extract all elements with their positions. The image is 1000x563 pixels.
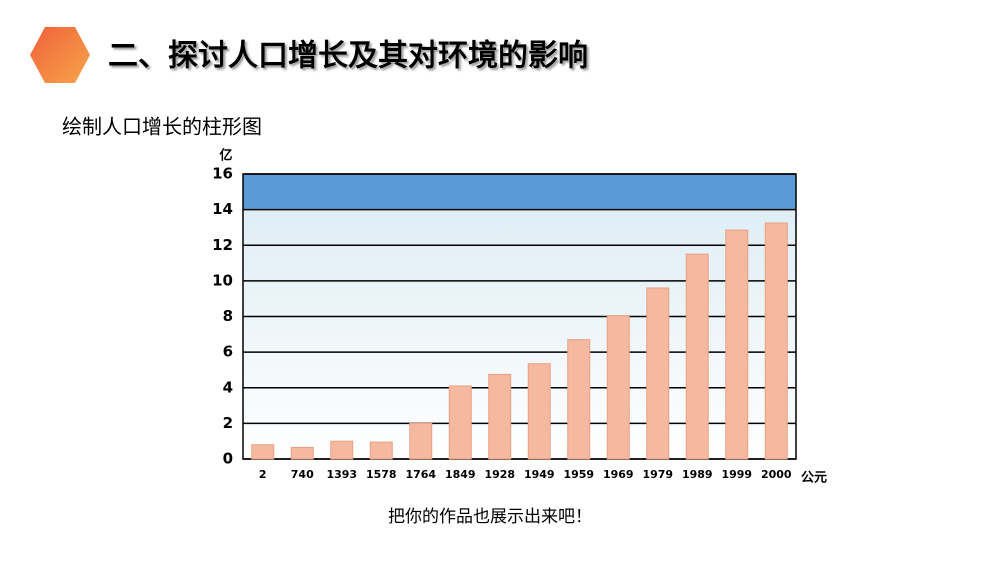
- hexagon-icon: [30, 27, 90, 83]
- x-tick-label: 1979: [642, 468, 673, 481]
- bar: [646, 287, 670, 460]
- y-tick-label: 14: [212, 200, 233, 218]
- x-tick-label: 2: [259, 468, 267, 481]
- bar: [527, 363, 551, 460]
- y-tick-label: 4: [223, 378, 233, 396]
- x-tick-label: 1393: [326, 468, 357, 481]
- bar: [606, 315, 630, 460]
- bar: [567, 339, 591, 460]
- subtitle: 绘制人口增长的柱形图: [62, 115, 262, 139]
- x-tick-label: 1764: [405, 468, 436, 481]
- bar: [330, 440, 354, 460]
- y-tick-label: 10: [212, 271, 233, 289]
- bar: [764, 222, 788, 460]
- footer-text: 把你的作品也展示出来吧！: [388, 507, 592, 527]
- bar: [409, 422, 433, 460]
- x-tick-label: 2000: [761, 468, 792, 481]
- x-tick-label: 1969: [603, 468, 634, 481]
- y-tick-label: 8: [223, 307, 233, 325]
- x-tick-label: 1949: [524, 468, 555, 481]
- x-tick-label: 740: [291, 468, 314, 481]
- y-tick-label: 12: [212, 236, 233, 254]
- bar: [369, 441, 393, 460]
- bar: [725, 229, 749, 460]
- y-tick-label: 2: [223, 414, 233, 432]
- x-tick-label: 1849: [445, 468, 476, 481]
- x-axis-label: 公元: [801, 471, 827, 486]
- x-tick-label: 1578: [366, 468, 397, 481]
- bar: [448, 385, 472, 460]
- y-tick-label: 6: [223, 343, 233, 361]
- x-tick-label: 1989: [682, 468, 713, 481]
- slide-title: 二、探讨人口增长及其对环境的影响: [108, 39, 588, 74]
- y-axis-label: 亿: [219, 148, 232, 164]
- x-tick-label: 1928: [484, 468, 515, 481]
- y-tick-label: 16: [212, 165, 233, 183]
- x-tick-label: 1959: [563, 468, 594, 481]
- bar: [251, 444, 275, 460]
- bar: [290, 446, 314, 460]
- bar: [685, 253, 709, 460]
- x-tick-label: 1999: [721, 468, 752, 481]
- y-tick-label: 0: [223, 450, 233, 468]
- bar: [488, 373, 512, 460]
